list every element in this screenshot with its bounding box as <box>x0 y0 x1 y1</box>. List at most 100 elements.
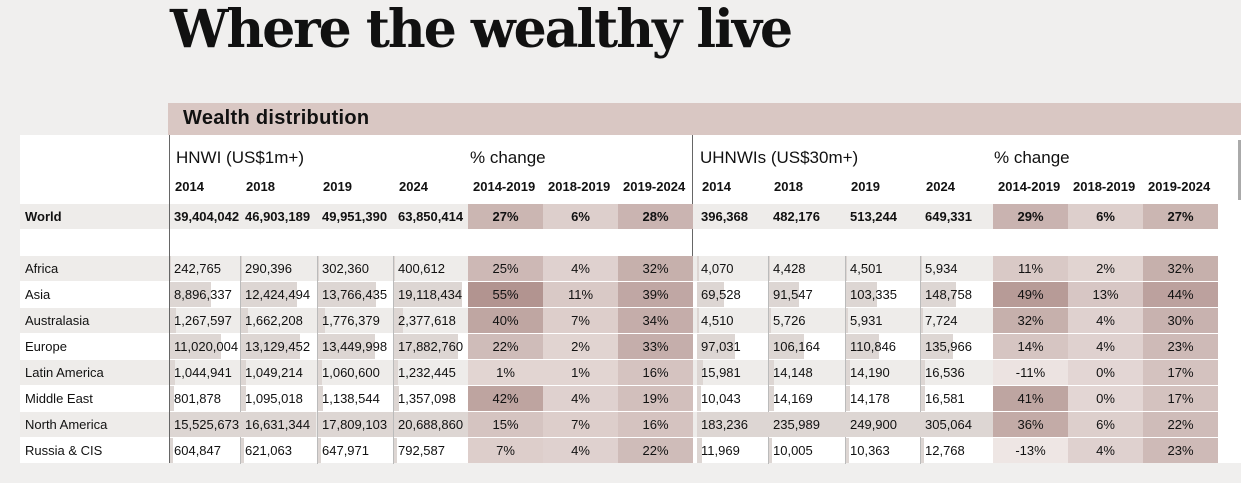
cell-text: 69,528 <box>701 287 741 302</box>
cell-text: 801,878 <box>174 391 221 406</box>
cell-text: 41% <box>1017 391 1044 406</box>
value-cell: 249,900 <box>846 412 921 437</box>
cell-text: 302,360 <box>322 261 369 276</box>
value-bar <box>921 386 925 411</box>
cell-text: 7% <box>496 443 515 458</box>
value-bar <box>394 282 462 307</box>
value-bar <box>241 308 248 333</box>
value-cell: 14,148 <box>769 360 846 385</box>
cell-text: 103,335 <box>850 287 897 302</box>
cell-text: 36% <box>1017 417 1044 432</box>
cell-text: 46,903,189 <box>245 209 311 224</box>
cell-text: 23% <box>1167 339 1194 354</box>
value-cell: 148,758 <box>921 282 993 307</box>
value-cell: 2,377,618 <box>394 308 468 333</box>
value-cell: 4,428 <box>769 256 846 281</box>
year-header: 2014 <box>702 179 731 194</box>
cell-text: 32% <box>1167 261 1194 276</box>
change-cell: 13% <box>1068 282 1143 307</box>
cell-text: 148,758 <box>925 287 972 302</box>
value-cell: 1,044,941 <box>170 360 242 385</box>
cell-text: 22% <box>642 443 669 458</box>
change-cell: 0% <box>1068 386 1143 411</box>
value-cell: 12,768 <box>921 438 993 463</box>
cell-text: 649,331 <box>925 209 972 224</box>
year-header: 2019-2024 <box>1148 179 1211 194</box>
value-cell: 649,331 <box>921 204 993 229</box>
cell-text: 0% <box>1096 391 1115 406</box>
group-hnwi-change: % change <box>470 148 546 167</box>
year-header: 2019 <box>851 179 880 194</box>
cell-text: 12,424,494 <box>245 287 311 302</box>
change-cell: 4% <box>543 438 618 463</box>
column-divider <box>317 256 318 464</box>
change-cell: 19% <box>618 386 693 411</box>
cell-text: 23% <box>1167 443 1194 458</box>
value-cell: 91,547 <box>769 282 846 307</box>
cell-text: 1% <box>496 365 515 380</box>
value-bar <box>241 334 300 359</box>
cell-text: 1,662,208 <box>245 313 303 328</box>
value-cell: 1,049,214 <box>241 360 316 385</box>
cell-text: 513,244 <box>850 209 897 224</box>
cell-text: 1,232,445 <box>398 365 456 380</box>
column-divider <box>393 256 394 464</box>
cell-text: 16% <box>642 417 669 432</box>
year-header: 2014 <box>175 179 204 194</box>
value-bar <box>921 282 956 307</box>
cell-text: 49,951,390 <box>322 209 388 224</box>
year-header: 2018 <box>774 179 803 194</box>
cell-text: 4,428 <box>773 261 806 276</box>
change-cell: 16% <box>618 360 693 385</box>
value-bar <box>921 438 924 463</box>
column-divider <box>845 256 846 464</box>
cell-text: 1,776,379 <box>322 313 380 328</box>
cell-text: 5,931 <box>850 313 883 328</box>
value-bar <box>394 386 399 411</box>
cell-text: 19,118,434 <box>398 287 463 302</box>
value-bar <box>170 412 242 437</box>
value-cell: 14,169 <box>769 386 846 411</box>
year-header: 2014-2019 <box>998 179 1061 194</box>
cell-text: 8,896,337 <box>174 287 232 302</box>
value-cell: 513,244 <box>846 204 921 229</box>
value-cell: 621,063 <box>241 438 316 463</box>
cell-text: 4% <box>571 261 590 276</box>
cell-text: 4,070 <box>701 261 734 276</box>
cell-text: 16,581 <box>925 391 965 406</box>
cell-text: 1,095,018 <box>245 391 303 406</box>
cell-text: 2% <box>1096 261 1115 276</box>
value-bar <box>846 256 847 281</box>
cell-text: 1,357,098 <box>398 391 456 406</box>
cell-text: 28% <box>642 209 669 224</box>
group-uhnwi-change: % change <box>994 148 1070 167</box>
value-bar <box>697 282 724 307</box>
cell-text: 1% <box>571 365 590 380</box>
value-cell: 11,969 <box>697 438 769 463</box>
year-header: 2018-2019 <box>548 179 611 194</box>
scrollbar[interactable] <box>1238 140 1241 200</box>
value-cell: 10,363 <box>846 438 921 463</box>
value-cell: 305,064 <box>921 412 993 437</box>
cell-text: 32% <box>1017 313 1044 328</box>
change-cell: 2% <box>543 334 618 359</box>
cell-text: 34% <box>642 313 669 328</box>
value-cell: 13,129,452 <box>241 334 316 359</box>
value-cell: 183,236 <box>697 412 769 437</box>
cell-text: 6% <box>1096 417 1115 432</box>
value-cell: 10,043 <box>697 386 769 411</box>
change-cell: 41% <box>993 386 1068 411</box>
value-bar <box>921 256 922 281</box>
change-cell: 0% <box>1068 360 1143 385</box>
cell-text: 42% <box>492 391 519 406</box>
change-cell: 28% <box>618 204 693 229</box>
value-cell: 17,882,760 <box>394 334 468 359</box>
value-bar <box>170 386 174 411</box>
value-cell: 39,404,042 <box>170 204 242 229</box>
cell-text: 30% <box>1167 313 1194 328</box>
value-cell: 604,847 <box>170 438 242 463</box>
value-cell: 1,138,544 <box>318 386 393 411</box>
value-bar <box>921 308 923 333</box>
value-cell: 5,934 <box>921 256 993 281</box>
cell-text: 4% <box>1096 443 1115 458</box>
